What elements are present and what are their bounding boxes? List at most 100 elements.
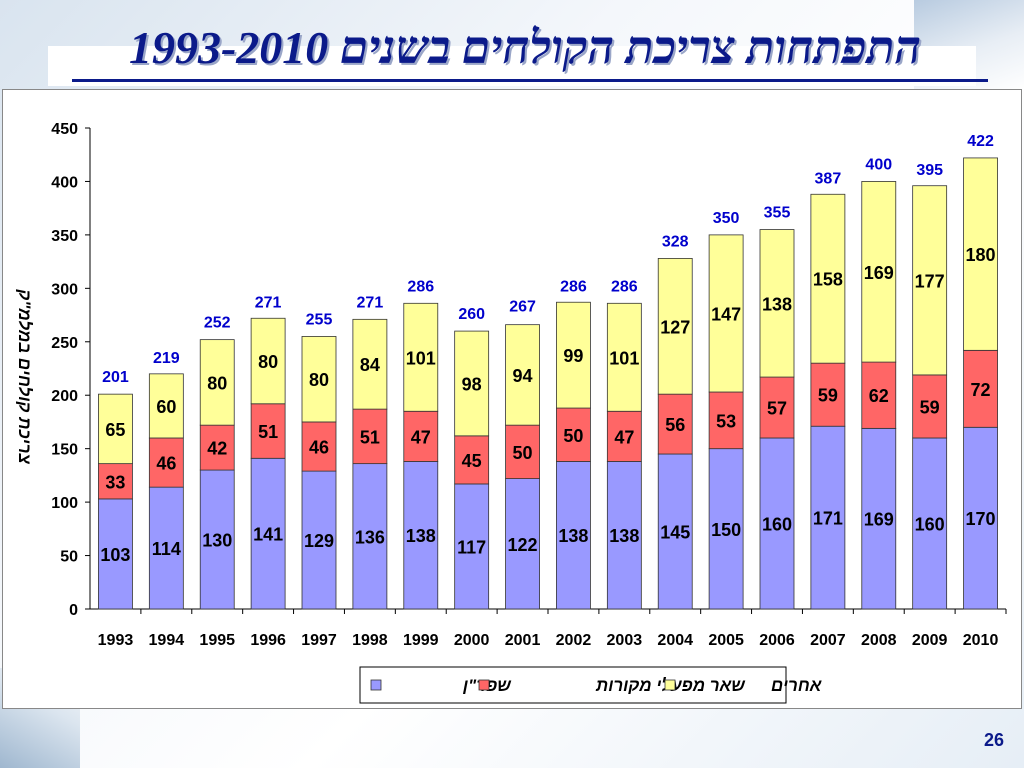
x-tick-label: 1994 [149,632,185,649]
bar-total-label: 219 [153,350,180,367]
bar-value-label: 60 [156,397,176,417]
bar-segment-2 [454,330,490,437]
bar-total-label: 201 [102,369,129,386]
x-tick-label: 2004 [657,632,693,649]
y-tick-label: 250 [51,335,78,352]
bar-total-label: 350 [713,210,740,227]
y-tick-label: 400 [51,174,78,191]
bar-segment-0 [556,461,591,610]
bar-total-label: 271 [255,294,282,311]
bar-value-label: 136 [355,527,385,547]
bar-segment-2 [148,373,184,439]
bar-value-label: 51 [360,427,380,447]
bar-value-label: 46 [156,454,176,474]
x-tick-label: 2008 [861,632,897,649]
bar-total-label: 395 [916,162,943,179]
bar-segment-0 [250,457,286,610]
bar-value-label: 101 [609,348,639,368]
y-tick-label: 50 [60,549,78,566]
bar-value-label: 101 [406,348,436,368]
bar-total-label: 286 [560,278,587,295]
bar-value-label: 180 [966,245,996,265]
bar-total-label: 267 [509,299,536,316]
y-tick-label: 0 [69,602,78,619]
bar-segment-1 [759,376,795,439]
bar-segment-2 [657,258,693,395]
bar-value-label: 62 [869,386,889,406]
bar-total-label: 400 [865,156,892,173]
bar-segment-1 [810,362,846,427]
bar-segment-2 [708,234,744,393]
bar-segment-2 [861,181,897,363]
bar-segment-1 [403,410,439,462]
bar-value-label: 80 [207,373,227,393]
bar-value-label: 122 [508,535,538,555]
bar-value-label: 129 [304,531,334,551]
bar-total-label: 355 [764,205,791,222]
bar-value-label: 171 [813,509,843,529]
y-tick-label: 150 [51,442,78,459]
x-tick-label: 1995 [199,632,235,649]
bar-segment-1 [148,437,184,488]
y-tick-label: 450 [51,121,78,138]
bar-value-label: 169 [864,263,894,283]
bar-total-label: 252 [204,315,231,332]
bar-segment-2 [250,317,286,405]
bar-value-label: 51 [258,422,278,442]
bar-total-label: 387 [815,170,842,187]
bar-segment-0 [912,437,948,610]
page-number: 26 [983,730,1004,750]
bar-value-label: 45 [462,451,482,471]
x-tick-label: 1993 [98,632,134,649]
bar-segment-2 [912,185,948,376]
bar-value-label: 160 [762,514,792,534]
bar-segment-0 [301,470,337,610]
bar-segment-0 [810,425,846,610]
bar-value-label: 138 [406,526,436,546]
bar-segment-0 [505,478,540,610]
x-tick-label: 2003 [607,632,643,649]
bar-segment-0 [861,427,897,610]
bar-segment-0 [199,469,235,610]
bar-segment-2 [403,302,439,412]
x-tick-label: 2006 [759,632,795,649]
slide-title: התפתחות צריכת הקולחים בשנים 1993-2010 [128,22,922,73]
bar-value-label: 33 [105,472,125,492]
bar-segment-2 [98,393,133,465]
bar-value-label: 114 [152,539,181,559]
bar-segment-1 [454,435,490,485]
bar-segment-1 [301,421,337,472]
x-tick-label: 1998 [352,632,388,649]
bar-value-label: 98 [462,374,482,394]
bar-total-label: 286 [407,278,434,295]
bar-value-label: 50 [563,426,583,446]
bar-value-label: 80 [309,370,329,390]
bar-value-label: 53 [716,411,736,431]
bar-segment-1 [708,391,744,450]
bar-segment-2 [505,324,540,426]
legend-swatch-0 [370,679,382,691]
x-tick-label: 2010 [963,632,999,649]
title-underline [72,79,988,82]
legend-swatch-1 [478,679,490,691]
bar-value-label: 117 [457,537,486,557]
bar-segment-2 [810,193,846,364]
y-tick-label: 300 [51,281,78,298]
x-tick-label: 2001 [505,632,541,649]
bar-segment-1 [657,393,693,455]
bar-segment-1 [556,407,591,462]
bar-value-label: 103 [100,545,130,565]
bar-total-label: 286 [611,278,638,295]
chart-frame: 0 50 100 150 200 250 300 350 400 450 צריכת קולחים … [2,89,1022,709]
x-tick-label: 2000 [454,632,490,649]
bar-value-label: 50 [513,443,533,463]
bar-value-label: 47 [411,427,431,447]
bar-segment-0 [708,448,744,610]
bar-value-label: 46 [309,438,329,458]
bar-segment-2 [301,336,337,423]
bar-value-label: 72 [971,380,991,400]
bar-total-label: 255 [306,311,333,328]
x-tick-label: 2009 [912,632,948,649]
y-axis-title: צריכת קולחים במלמ"ק [15,288,34,464]
